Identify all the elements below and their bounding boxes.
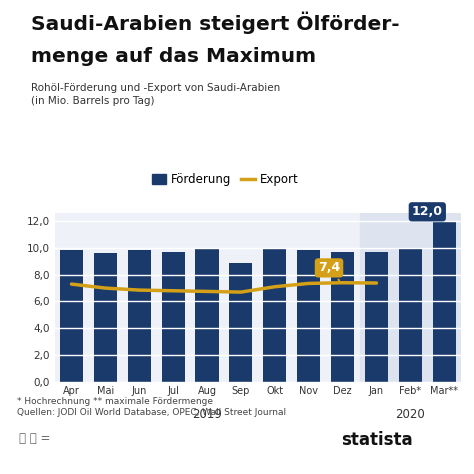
Bar (359, 213, 461, 382)
Bar (331, 252, 354, 382)
Bar (297, 250, 320, 382)
Bar (229, 264, 253, 382)
Text: 2020: 2020 (395, 408, 425, 420)
Legend: Förderung, Export: Förderung, Export (147, 169, 303, 191)
Bar (433, 221, 456, 382)
Bar (162, 252, 185, 382)
Bar (60, 250, 83, 382)
Text: Rohöl-Förderung und -Export von Saudi-Arabien: Rohöl-Förderung und -Export von Saudi-Ar… (31, 83, 280, 93)
Bar (365, 252, 388, 382)
Bar (94, 253, 117, 382)
Text: (in Mio. Barrels pro Tag): (in Mio. Barrels pro Tag) (31, 96, 155, 106)
Text: 12,0: 12,0 (412, 205, 443, 219)
Text: Quellen: JODI Oil World Database, OPEC, Wall Street Journal: Quellen: JODI Oil World Database, OPEC, … (17, 408, 286, 417)
Text: Saudi-Arabien steigert Ölförder-: Saudi-Arabien steigert Ölförder- (31, 12, 400, 34)
Text: statista: statista (341, 431, 413, 449)
Text: 2019: 2019 (192, 408, 222, 420)
Bar (128, 250, 151, 382)
Bar (399, 248, 422, 382)
Text: * Hochrechnung ** maximale Fördermenge: * Hochrechnung ** maximale Fördermenge (17, 397, 213, 406)
Bar (263, 248, 286, 382)
Text: menge auf das Maximum: menge auf das Maximum (31, 47, 316, 66)
Text: ⓒ ⓘ =: ⓒ ⓘ = (19, 432, 50, 445)
Bar (195, 249, 219, 382)
Polygon shape (431, 439, 452, 460)
Text: 7,4: 7,4 (318, 261, 340, 281)
